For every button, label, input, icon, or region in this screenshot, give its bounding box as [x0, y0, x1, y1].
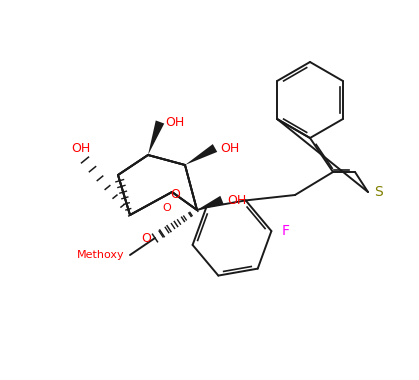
- Text: OH: OH: [220, 141, 239, 155]
- Text: F: F: [282, 224, 290, 238]
- Polygon shape: [185, 144, 217, 165]
- Text: S: S: [374, 185, 383, 199]
- Text: Methoxy: Methoxy: [76, 250, 124, 260]
- Polygon shape: [197, 196, 224, 210]
- Text: O: O: [170, 188, 180, 201]
- Polygon shape: [148, 120, 164, 155]
- Text: O: O: [141, 231, 151, 244]
- Text: O: O: [162, 203, 171, 213]
- Text: OH: OH: [165, 116, 184, 128]
- Text: OH: OH: [71, 141, 91, 155]
- Text: OH: OH: [227, 193, 246, 206]
